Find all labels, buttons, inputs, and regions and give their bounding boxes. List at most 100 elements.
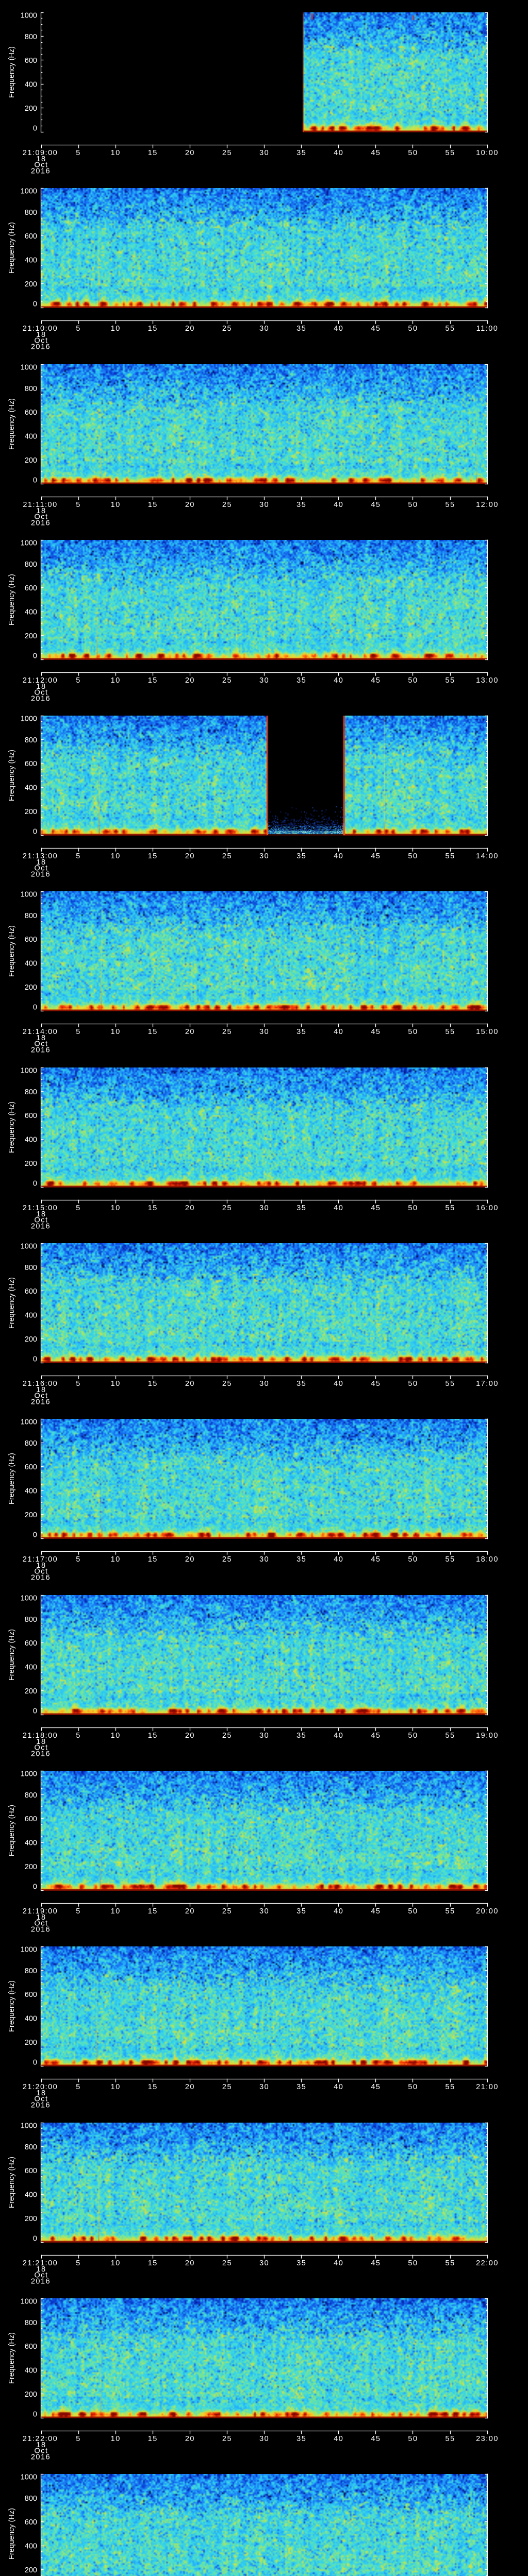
svg-text:50: 50 — [408, 325, 418, 333]
svg-text:600: 600 — [25, 232, 37, 241]
svg-text:400: 400 — [25, 2191, 37, 2199]
svg-text:5: 5 — [76, 1380, 81, 1388]
svg-text:40: 40 — [334, 852, 343, 860]
svg-text:18: 18 — [36, 1034, 46, 1042]
svg-text:200: 200 — [25, 280, 37, 289]
svg-text:35: 35 — [296, 2259, 306, 2267]
svg-text:45: 45 — [371, 1907, 381, 1916]
svg-text:30: 30 — [259, 1204, 269, 1212]
svg-text:18: 18 — [36, 1210, 46, 1218]
svg-text:45: 45 — [371, 1028, 381, 1036]
svg-text:200: 200 — [25, 2391, 37, 2399]
svg-text:5: 5 — [76, 852, 81, 860]
svg-text:20: 20 — [185, 1028, 195, 1036]
svg-text:20: 20 — [185, 149, 195, 157]
svg-text:2016: 2016 — [31, 1398, 51, 1406]
svg-text:21:15:00: 21:15:00 — [23, 1204, 58, 1212]
svg-text:200: 200 — [25, 632, 37, 640]
svg-text:Frequency (Hz): Frequency (Hz) — [8, 1805, 16, 1856]
svg-text:45: 45 — [371, 2259, 381, 2267]
svg-text:40: 40 — [334, 2259, 343, 2267]
svg-text:18: 18 — [36, 155, 46, 163]
svg-text:15: 15 — [148, 1732, 158, 1740]
svg-text:Oct: Oct — [34, 1216, 48, 1225]
svg-text:55: 55 — [446, 2259, 455, 2267]
svg-text:50: 50 — [408, 1907, 418, 1916]
svg-text:10: 10 — [111, 325, 121, 333]
svg-text:800: 800 — [25, 912, 37, 920]
svg-text:800: 800 — [25, 1439, 37, 1448]
svg-text:600: 600 — [25, 584, 37, 592]
svg-text:23:00: 23:00 — [476, 2435, 499, 2443]
svg-text:50: 50 — [408, 501, 418, 509]
svg-text:0: 0 — [33, 1883, 37, 1891]
svg-text:15: 15 — [148, 1555, 158, 1564]
svg-text:40: 40 — [334, 676, 343, 685]
svg-text:200: 200 — [25, 1511, 37, 1519]
svg-text:400: 400 — [25, 1487, 37, 1496]
svg-text:400: 400 — [25, 2015, 37, 2023]
svg-text:1000: 1000 — [21, 1067, 37, 1075]
svg-text:2016: 2016 — [31, 870, 51, 878]
svg-text:35: 35 — [296, 852, 306, 860]
svg-text:40: 40 — [334, 1732, 343, 1740]
svg-text:35: 35 — [296, 501, 306, 509]
svg-text:21:20:00: 21:20:00 — [23, 2083, 58, 2091]
svg-text:Oct: Oct — [34, 161, 48, 170]
svg-text:400: 400 — [25, 960, 37, 968]
svg-text:18: 18 — [36, 507, 46, 515]
svg-text:0: 0 — [33, 1004, 37, 1012]
svg-text:Oct: Oct — [34, 2095, 48, 2104]
svg-text:21:13:00: 21:13:00 — [23, 852, 58, 860]
svg-text:200: 200 — [25, 2039, 37, 2047]
svg-text:20: 20 — [185, 501, 195, 509]
svg-text:600: 600 — [25, 2167, 37, 2175]
svg-text:20: 20 — [185, 2083, 195, 2091]
svg-text:35: 35 — [296, 1907, 306, 1916]
svg-text:800: 800 — [25, 2319, 37, 2327]
svg-text:800: 800 — [25, 736, 37, 744]
svg-text:21:19:00: 21:19:00 — [23, 1907, 58, 1916]
svg-text:40: 40 — [334, 1204, 343, 1212]
svg-text:40: 40 — [334, 325, 343, 333]
svg-text:50: 50 — [408, 2435, 418, 2443]
svg-text:400: 400 — [25, 1312, 37, 1320]
svg-text:45: 45 — [371, 676, 381, 685]
svg-text:20: 20 — [185, 325, 195, 333]
svg-text:2016: 2016 — [31, 343, 51, 351]
svg-text:Oct: Oct — [34, 1920, 48, 1928]
svg-text:18: 18 — [36, 2265, 46, 2274]
svg-text:Oct: Oct — [34, 689, 48, 697]
svg-text:45: 45 — [371, 1732, 381, 1740]
svg-text:35: 35 — [296, 149, 306, 157]
svg-text:25: 25 — [222, 2259, 232, 2267]
svg-text:2016: 2016 — [31, 694, 51, 703]
svg-text:Frequency (Hz): Frequency (Hz) — [8, 574, 16, 625]
svg-text:55: 55 — [446, 1380, 455, 1388]
svg-text:Oct: Oct — [34, 1040, 48, 1048]
svg-text:21:21:00: 21:21:00 — [23, 2259, 58, 2267]
svg-text:25: 25 — [222, 1555, 232, 1564]
svg-text:50: 50 — [408, 2083, 418, 2091]
svg-text:0: 0 — [33, 300, 37, 309]
svg-text:5: 5 — [76, 2083, 81, 2091]
svg-text:10: 10 — [111, 676, 121, 685]
svg-text:30: 30 — [259, 2435, 269, 2443]
svg-text:30: 30 — [259, 149, 269, 157]
svg-text:200: 200 — [25, 808, 37, 816]
svg-text:15: 15 — [148, 1907, 158, 1916]
svg-text:10: 10 — [111, 1028, 121, 1036]
svg-text:200: 200 — [25, 1335, 37, 1344]
svg-text:Frequency (Hz): Frequency (Hz) — [8, 398, 16, 450]
svg-text:1000: 1000 — [21, 1595, 37, 1603]
svg-text:15: 15 — [148, 2259, 158, 2267]
svg-text:20: 20 — [185, 852, 195, 860]
svg-text:400: 400 — [25, 608, 37, 617]
svg-text:40: 40 — [334, 1907, 343, 1916]
svg-text:1000: 1000 — [21, 188, 37, 196]
svg-text:Frequency (Hz): Frequency (Hz) — [8, 2508, 16, 2560]
svg-text:50: 50 — [408, 1380, 418, 1388]
svg-text:30: 30 — [259, 852, 269, 860]
svg-text:5: 5 — [76, 2259, 81, 2267]
svg-text:5: 5 — [76, 501, 81, 509]
